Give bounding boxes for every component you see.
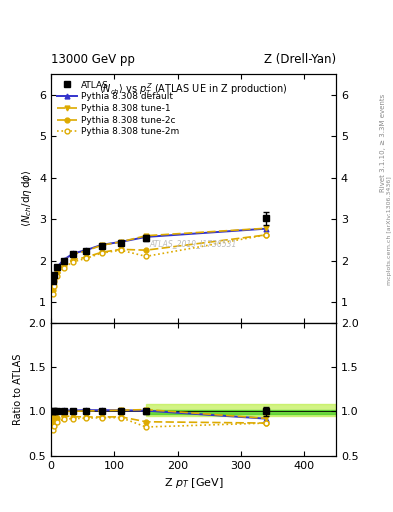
Text: 13000 GeV pp: 13000 GeV pp xyxy=(51,53,135,66)
Bar xyxy=(146,404,336,416)
Legend: ATLAS, Pythia 8.308 default, Pythia 8.308 tune-1, Pythia 8.308 tune-2c, Pythia 8: ATLAS, Pythia 8.308 default, Pythia 8.30… xyxy=(54,77,183,140)
Y-axis label: Ratio to ATLAS: Ratio to ATLAS xyxy=(13,353,23,425)
Text: $\langle N_{ch}\rangle$ vs $p_T^Z$ (ATLAS UE in Z production): $\langle N_{ch}\rangle$ vs $p_T^Z$ (ATLA… xyxy=(99,82,288,98)
Text: mcplots.cern.ch [arXiv:1306.3436]: mcplots.cern.ch [arXiv:1306.3436] xyxy=(387,176,392,285)
Text: Rivet 3.1.10, ≥ 3.3M events: Rivet 3.1.10, ≥ 3.3M events xyxy=(380,94,386,193)
Text: Z (Drell-Yan): Z (Drell-Yan) xyxy=(264,53,336,66)
Y-axis label: $\langle N_{ch}/\mathrm{d}\eta\,\mathrm{d}\phi\rangle$: $\langle N_{ch}/\mathrm{d}\eta\,\mathrm{… xyxy=(20,169,33,227)
Text: ATLAS_2019_I1736531: ATLAS_2019_I1736531 xyxy=(150,239,237,248)
X-axis label: Z $p_T$ [GeV]: Z $p_T$ [GeV] xyxy=(164,476,223,490)
Bar xyxy=(146,410,336,414)
